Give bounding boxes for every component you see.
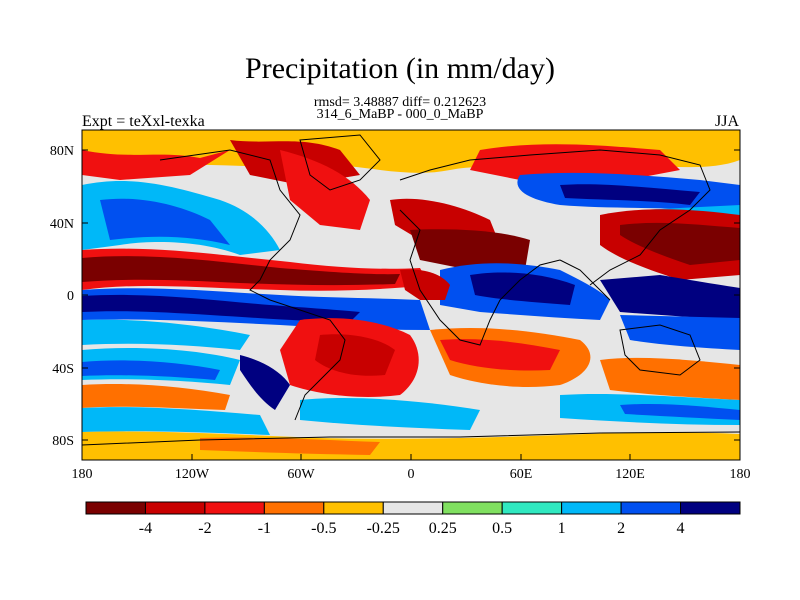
- plot-title: Precipitation (in mm/day): [245, 52, 555, 85]
- experiment-label: Expt = teXxl-texka: [82, 113, 205, 130]
- lon-tick-180w: 180: [72, 467, 93, 482]
- colorbar-swatch: [382, 501, 444, 515]
- rmsd-diff-stats: rmsd= 3.48887 diff= 0.212623: [313, 95, 487, 110]
- colorbar-swatch: [144, 501, 206, 515]
- colorbar: -4 -2 -1 -0.5 -0.25 0.25 0.5 1 2 4: [85, 501, 741, 537]
- lon-tick-120w: 120W: [175, 467, 210, 482]
- lat-tick-0: 0: [67, 289, 74, 304]
- colorbar-label: 1: [558, 520, 566, 537]
- lat-tick-80s: 80S: [52, 434, 74, 449]
- coastlines: [82, 134, 740, 446]
- colorbar-swatch: [501, 501, 563, 515]
- colorbar-swatch: [323, 501, 384, 515]
- lon-tick-60e: 60E: [510, 467, 533, 482]
- colorbar-swatch: [85, 501, 146, 515]
- lon-tick-120e: 120E: [615, 467, 645, 482]
- lat-tick-80n: 80N: [50, 144, 74, 159]
- precipitation-field: [82, 130, 740, 460]
- colorbar-label: -0.5: [311, 520, 336, 537]
- lon-tick-180e: 180: [730, 467, 751, 482]
- colorbar-swatch: [561, 501, 622, 515]
- colorbar-swatch: [680, 501, 741, 515]
- season-label: JJA: [715, 113, 740, 130]
- experiment-difference-subtitle: 314_6_MaBP - 000_0_MaBP: [316, 107, 484, 122]
- colorbar-swatch: [620, 501, 682, 515]
- colorbar-label: 2: [617, 520, 625, 537]
- colorbar-label: 0.25: [429, 520, 457, 537]
- lon-tick-60w: 60W: [287, 467, 315, 482]
- colorbar-label: -2: [198, 520, 211, 537]
- colorbar-label: -0.25: [367, 520, 400, 537]
- colorbar-swatch: [263, 501, 325, 515]
- latitude-ticks: [82, 149, 740, 441]
- colorbar-swatch: [442, 501, 503, 515]
- colorbar-label: -4: [139, 520, 152, 537]
- colorbar-label: 4: [677, 520, 685, 537]
- lat-tick-40n: 40N: [50, 217, 74, 232]
- longitude-ticks: [81, 454, 741, 460]
- lon-tick-0: 0: [408, 467, 415, 482]
- colorbar-label: -1: [258, 520, 271, 537]
- colorbar-label: 0.5: [492, 520, 512, 537]
- lat-tick-40s: 40S: [52, 362, 74, 377]
- colorbar-swatch: [204, 501, 265, 515]
